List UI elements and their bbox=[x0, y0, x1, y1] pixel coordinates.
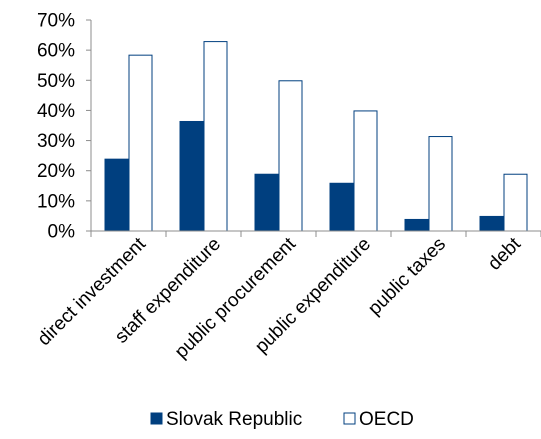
legend: Slovak Republic OECD bbox=[150, 409, 414, 430]
y-tick-label: 30% bbox=[37, 131, 75, 152]
bar-oecd bbox=[353, 110, 378, 232]
bar-slovak-republic bbox=[179, 120, 204, 232]
bar-oecd bbox=[278, 80, 303, 232]
legend-label-oecd: OECD bbox=[359, 409, 414, 430]
bar-slovak-republic bbox=[254, 173, 279, 232]
bar-oecd bbox=[428, 136, 453, 232]
y-tick-label: 20% bbox=[37, 161, 75, 182]
legend-swatch-oecd bbox=[343, 412, 356, 425]
y-axis: 0% 10% 20% 30% 40% 50% 60% 70% bbox=[37, 11, 92, 243]
legend-swatch-slovak-republic bbox=[150, 412, 163, 425]
bar-oecd bbox=[503, 173, 528, 232]
y-tick-label: 10% bbox=[37, 191, 75, 212]
y-tick-label: 40% bbox=[37, 101, 75, 122]
bars bbox=[104, 41, 528, 232]
y-tick-label: 0% bbox=[48, 222, 76, 243]
bar-slovak-republic bbox=[404, 218, 429, 232]
y-tick-label: 70% bbox=[37, 11, 75, 32]
y-tick-label: 50% bbox=[37, 71, 75, 92]
bar-oecd bbox=[203, 41, 228, 232]
x-category-label: debt bbox=[484, 233, 526, 275]
x-category-label: public taxes bbox=[364, 234, 450, 320]
bar-slovak-republic bbox=[104, 158, 129, 232]
bar-oecd bbox=[128, 54, 153, 232]
legend-label-slovak-republic: Slovak Republic bbox=[166, 409, 302, 430]
y-tick-label: 60% bbox=[37, 41, 75, 62]
bar-slovak-republic bbox=[479, 215, 504, 232]
bar-slovak-republic bbox=[329, 182, 354, 232]
